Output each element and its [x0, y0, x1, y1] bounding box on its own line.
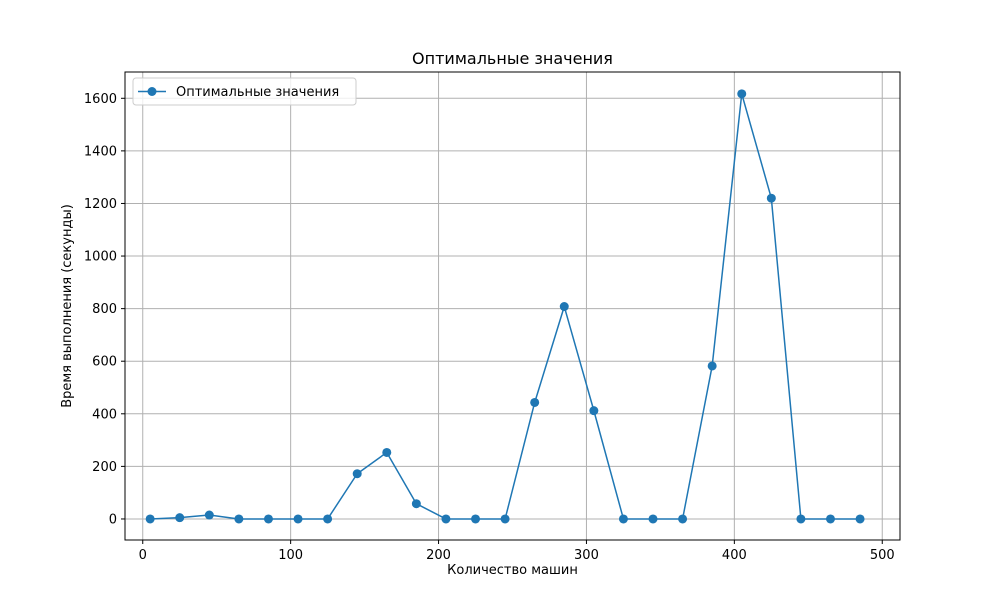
y-tick-label: 800: [92, 302, 117, 317]
data-point: [678, 514, 688, 524]
x-tick-label: 500: [870, 548, 895, 563]
y-tick-label: 400: [92, 407, 117, 422]
x-tick-label: 100: [278, 548, 303, 563]
data-point: [145, 514, 155, 524]
grid: [125, 72, 900, 540]
data-point: [855, 514, 865, 524]
data-point: [471, 514, 481, 524]
data-point: [796, 514, 806, 524]
data-point: [530, 397, 540, 407]
x-tick-label: 400: [722, 548, 747, 563]
data-point: [352, 469, 362, 479]
x-axis-title: Количество машин: [447, 563, 578, 578]
legend-marker-sample: [147, 87, 157, 96]
legend-label: Оптимальные значения: [176, 85, 339, 100]
data-point: [648, 514, 658, 524]
data-point: [618, 514, 628, 524]
data-point: [411, 499, 421, 509]
data-point: [293, 514, 303, 524]
y-tick-label: 0: [109, 512, 117, 527]
data-point: [323, 514, 333, 524]
data-point: [737, 89, 747, 99]
y-tick-label: 1200: [84, 197, 117, 212]
data-point: [175, 513, 185, 523]
legend: Оптимальные значения: [132, 77, 357, 106]
plot-frame: [124, 71, 901, 541]
ticks: 0 100 200 300 400 500 0 200 400 600 800 1000 1200 140…: [84, 92, 895, 563]
data-point: [589, 406, 599, 416]
x-tick-label: 0: [139, 548, 147, 563]
data-point: [441, 514, 451, 524]
data-point: [263, 514, 273, 524]
data-point: [382, 447, 392, 457]
data-point: [825, 514, 835, 524]
y-tick-label: 1400: [84, 144, 117, 159]
y-tick-label: 1600: [84, 92, 117, 107]
legend-box: [132, 77, 357, 106]
data-point: [204, 510, 214, 520]
data-point: [766, 193, 776, 203]
y-tick-label: 200: [92, 460, 117, 475]
y-axis-title: Время выполнения (секунды): [60, 204, 75, 408]
x-tick-label: 300: [574, 548, 599, 563]
data-point: [234, 514, 244, 524]
y-tick-label: 1000: [84, 250, 117, 265]
series-layer: [145, 89, 865, 524]
y-tick-label: 600: [92, 355, 117, 370]
x-tick-label: 200: [426, 548, 451, 563]
data-point: [559, 302, 569, 312]
chart-title: Оптимальные значения: [412, 49, 613, 68]
data-point: [500, 514, 510, 524]
data-point: [707, 361, 717, 371]
